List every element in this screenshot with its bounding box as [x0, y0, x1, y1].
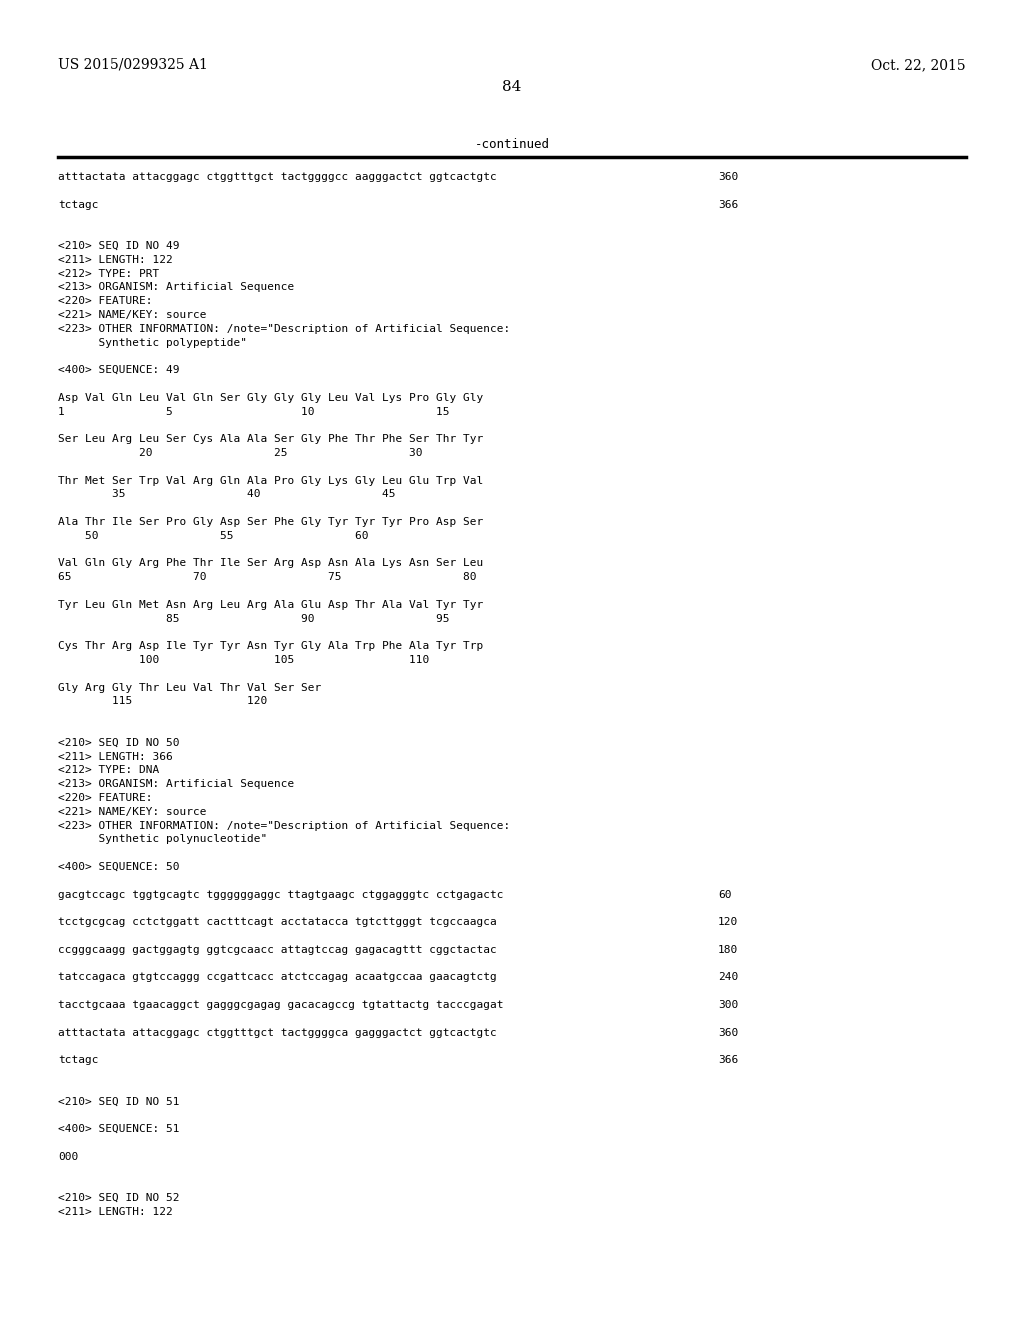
Text: tcctgcgcag cctctggatt cactttcagt acctatacca tgtcttgggt tcgccaagca: tcctgcgcag cctctggatt cactttcagt acctata… [58, 917, 497, 927]
Text: <211> LENGTH: 122: <211> LENGTH: 122 [58, 1206, 173, 1217]
Text: atttactata attacggagc ctggtttgct tactggggca gagggactct ggtcactgtc: atttactata attacggagc ctggtttgct tactggg… [58, 1027, 497, 1038]
Text: Tyr Leu Gln Met Asn Arg Leu Arg Ala Glu Asp Thr Ala Val Tyr Tyr: Tyr Leu Gln Met Asn Arg Leu Arg Ala Glu … [58, 599, 483, 610]
Text: US 2015/0299325 A1: US 2015/0299325 A1 [58, 58, 208, 73]
Text: 240: 240 [718, 973, 738, 982]
Text: 65                  70                  75                  80: 65 70 75 80 [58, 572, 476, 582]
Text: 1               5                   10                  15: 1 5 10 15 [58, 407, 450, 417]
Text: <210> SEQ ID NO 52: <210> SEQ ID NO 52 [58, 1193, 179, 1204]
Text: ccgggcaagg gactggagtg ggtcgcaacc attagtccag gagacagttt cggctactac: ccgggcaagg gactggagtg ggtcgcaacc attagtc… [58, 945, 497, 954]
Text: 100                 105                 110: 100 105 110 [58, 655, 429, 665]
Text: 366: 366 [718, 1055, 738, 1065]
Text: 35                  40                  45: 35 40 45 [58, 490, 395, 499]
Text: gacgtccagc tggtgcagtc tggggggaggc ttagtgaagc ctggagggtc cctgagactc: gacgtccagc tggtgcagtc tggggggaggc ttagtg… [58, 890, 504, 900]
Text: 20                  25                  30: 20 25 30 [58, 447, 423, 458]
Text: <221> NAME/KEY: source: <221> NAME/KEY: source [58, 807, 207, 817]
Text: 360: 360 [718, 172, 738, 182]
Text: <220> FEATURE:: <220> FEATURE: [58, 296, 153, 306]
Text: <211> LENGTH: 122: <211> LENGTH: 122 [58, 255, 173, 265]
Text: Cys Thr Arg Asp Ile Tyr Tyr Asn Tyr Gly Ala Trp Phe Ala Tyr Trp: Cys Thr Arg Asp Ile Tyr Tyr Asn Tyr Gly … [58, 642, 483, 651]
Text: 85                  90                  95: 85 90 95 [58, 614, 450, 623]
Text: Val Gln Gly Arg Phe Thr Ile Ser Arg Asp Asn Ala Lys Asn Ser Leu: Val Gln Gly Arg Phe Thr Ile Ser Arg Asp … [58, 558, 483, 569]
Text: 60: 60 [718, 890, 731, 900]
Text: Ser Leu Arg Leu Ser Cys Ala Ala Ser Gly Phe Thr Phe Ser Thr Tyr: Ser Leu Arg Leu Ser Cys Ala Ala Ser Gly … [58, 434, 483, 445]
Text: tacctgcaaa tgaacaggct gagggcgagag gacacagccg tgtattactg tacccgagat: tacctgcaaa tgaacaggct gagggcgagag gacaca… [58, 1001, 504, 1010]
Text: Ala Thr Ile Ser Pro Gly Asp Ser Phe Gly Tyr Tyr Tyr Pro Asp Ser: Ala Thr Ile Ser Pro Gly Asp Ser Phe Gly … [58, 517, 483, 527]
Text: <213> ORGANISM: Artificial Sequence: <213> ORGANISM: Artificial Sequence [58, 779, 294, 789]
Text: -continued: -continued [474, 139, 550, 150]
Text: 50                  55                  60: 50 55 60 [58, 531, 369, 541]
Text: atttactata attacggagc ctggtttgct tactggggcc aagggactct ggtcactgtc: atttactata attacggagc ctggtttgct tactggg… [58, 172, 497, 182]
Text: 300: 300 [718, 1001, 738, 1010]
Text: <223> OTHER INFORMATION: /note="Description of Artificial Sequence:: <223> OTHER INFORMATION: /note="Descript… [58, 323, 510, 334]
Text: Synthetic polypeptide": Synthetic polypeptide" [58, 338, 247, 347]
Text: <221> NAME/KEY: source: <221> NAME/KEY: source [58, 310, 207, 319]
Text: <223> OTHER INFORMATION: /note="Description of Artificial Sequence:: <223> OTHER INFORMATION: /note="Descript… [58, 821, 510, 830]
Text: <400> SEQUENCE: 51: <400> SEQUENCE: 51 [58, 1125, 179, 1134]
Text: <211> LENGTH: 366: <211> LENGTH: 366 [58, 751, 173, 762]
Text: Gly Arg Gly Thr Leu Val Thr Val Ser Ser: Gly Arg Gly Thr Leu Val Thr Val Ser Ser [58, 682, 322, 693]
Text: 360: 360 [718, 1027, 738, 1038]
Text: 84: 84 [503, 81, 521, 94]
Text: Synthetic polynucleotide": Synthetic polynucleotide" [58, 834, 267, 845]
Text: Oct. 22, 2015: Oct. 22, 2015 [871, 58, 966, 73]
Text: <220> FEATURE:: <220> FEATURE: [58, 793, 153, 803]
Text: <213> ORGANISM: Artificial Sequence: <213> ORGANISM: Artificial Sequence [58, 282, 294, 293]
Text: <210> SEQ ID NO 50: <210> SEQ ID NO 50 [58, 738, 179, 748]
Text: tctagc: tctagc [58, 1055, 98, 1065]
Text: <212> TYPE: DNA: <212> TYPE: DNA [58, 766, 160, 775]
Text: <210> SEQ ID NO 49: <210> SEQ ID NO 49 [58, 242, 179, 251]
Text: <400> SEQUENCE: 49: <400> SEQUENCE: 49 [58, 366, 179, 375]
Text: <212> TYPE: PRT: <212> TYPE: PRT [58, 268, 160, 279]
Text: Thr Met Ser Trp Val Arg Gln Ala Pro Gly Lys Gly Leu Glu Trp Val: Thr Met Ser Trp Val Arg Gln Ala Pro Gly … [58, 475, 483, 486]
Text: 180: 180 [718, 945, 738, 954]
Text: 000: 000 [58, 1152, 78, 1162]
Text: Asp Val Gln Leu Val Gln Ser Gly Gly Gly Leu Val Lys Pro Gly Gly: Asp Val Gln Leu Val Gln Ser Gly Gly Gly … [58, 393, 483, 403]
Text: 115                 120: 115 120 [58, 697, 267, 706]
Text: <210> SEQ ID NO 51: <210> SEQ ID NO 51 [58, 1097, 179, 1106]
Text: tctagc: tctagc [58, 199, 98, 210]
Text: tatccagaca gtgtccaggg ccgattcacc atctccagag acaatgccaa gaacagtctg: tatccagaca gtgtccaggg ccgattcacc atctcca… [58, 973, 497, 982]
Text: 120: 120 [718, 917, 738, 927]
Text: 366: 366 [718, 199, 738, 210]
Text: <400> SEQUENCE: 50: <400> SEQUENCE: 50 [58, 862, 179, 873]
